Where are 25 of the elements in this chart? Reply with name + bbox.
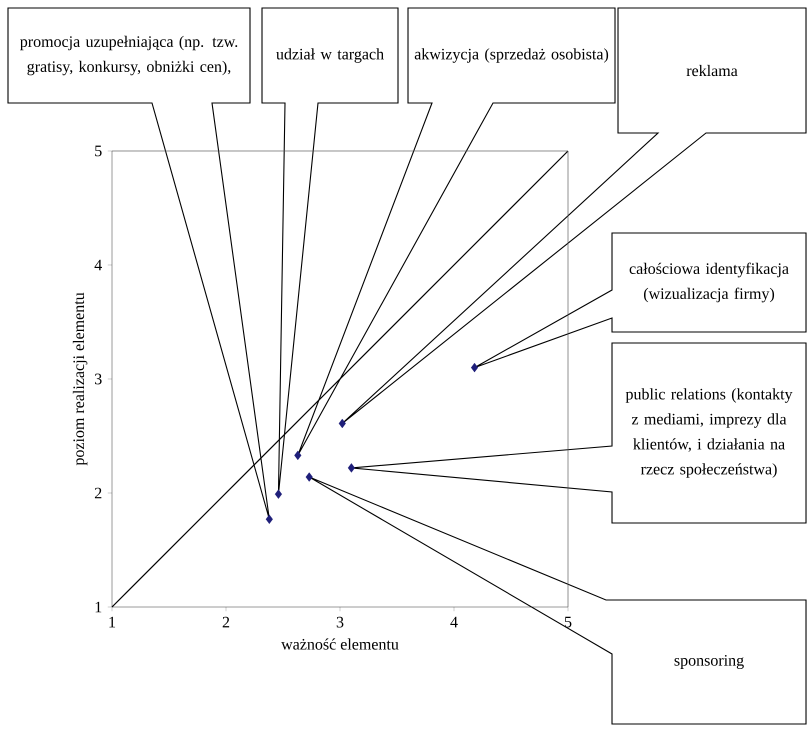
y-tick-label: 2	[94, 488, 102, 498]
y-tick-label: 4	[94, 260, 102, 270]
y-tick-label: 1	[96, 602, 102, 612]
point	[306, 472, 313, 482]
text: public relations (kontakty z mediami, imprezy dla klientów, i działania na rzecz społeczeństwa)	[626, 388, 792, 478]
y-tick-label: 3	[94, 374, 102, 384]
point	[348, 463, 355, 473]
text: sponsoring	[674, 654, 744, 670]
text: promocja uzupełniająca (np. tzw. gratisy, konkursy, obniżki cen),	[20, 36, 238, 76]
point	[274, 489, 282, 499]
x-tick-label: 2	[222, 616, 230, 628]
x-tick-label: 3	[336, 616, 344, 628]
text: akwizycja (sprzedaż osobista)	[414, 48, 608, 63]
y-tick-label: 5	[95, 146, 102, 156]
point	[470, 362, 478, 372]
x-tick-label: 1	[109, 616, 116, 628]
point	[266, 514, 273, 524]
text: reklama	[686, 64, 738, 76]
x-tick-label: 4	[450, 616, 458, 628]
point	[294, 450, 302, 460]
text: udział w targach	[276, 48, 384, 63]
text: całościowa identyfikacja (wizualizacja firmy)	[630, 262, 789, 302]
y-axis-title: poziom realizacji elementu	[72, 292, 88, 466]
point	[338, 418, 346, 428]
x-axis-title: ważność elementu	[281, 638, 399, 650]
